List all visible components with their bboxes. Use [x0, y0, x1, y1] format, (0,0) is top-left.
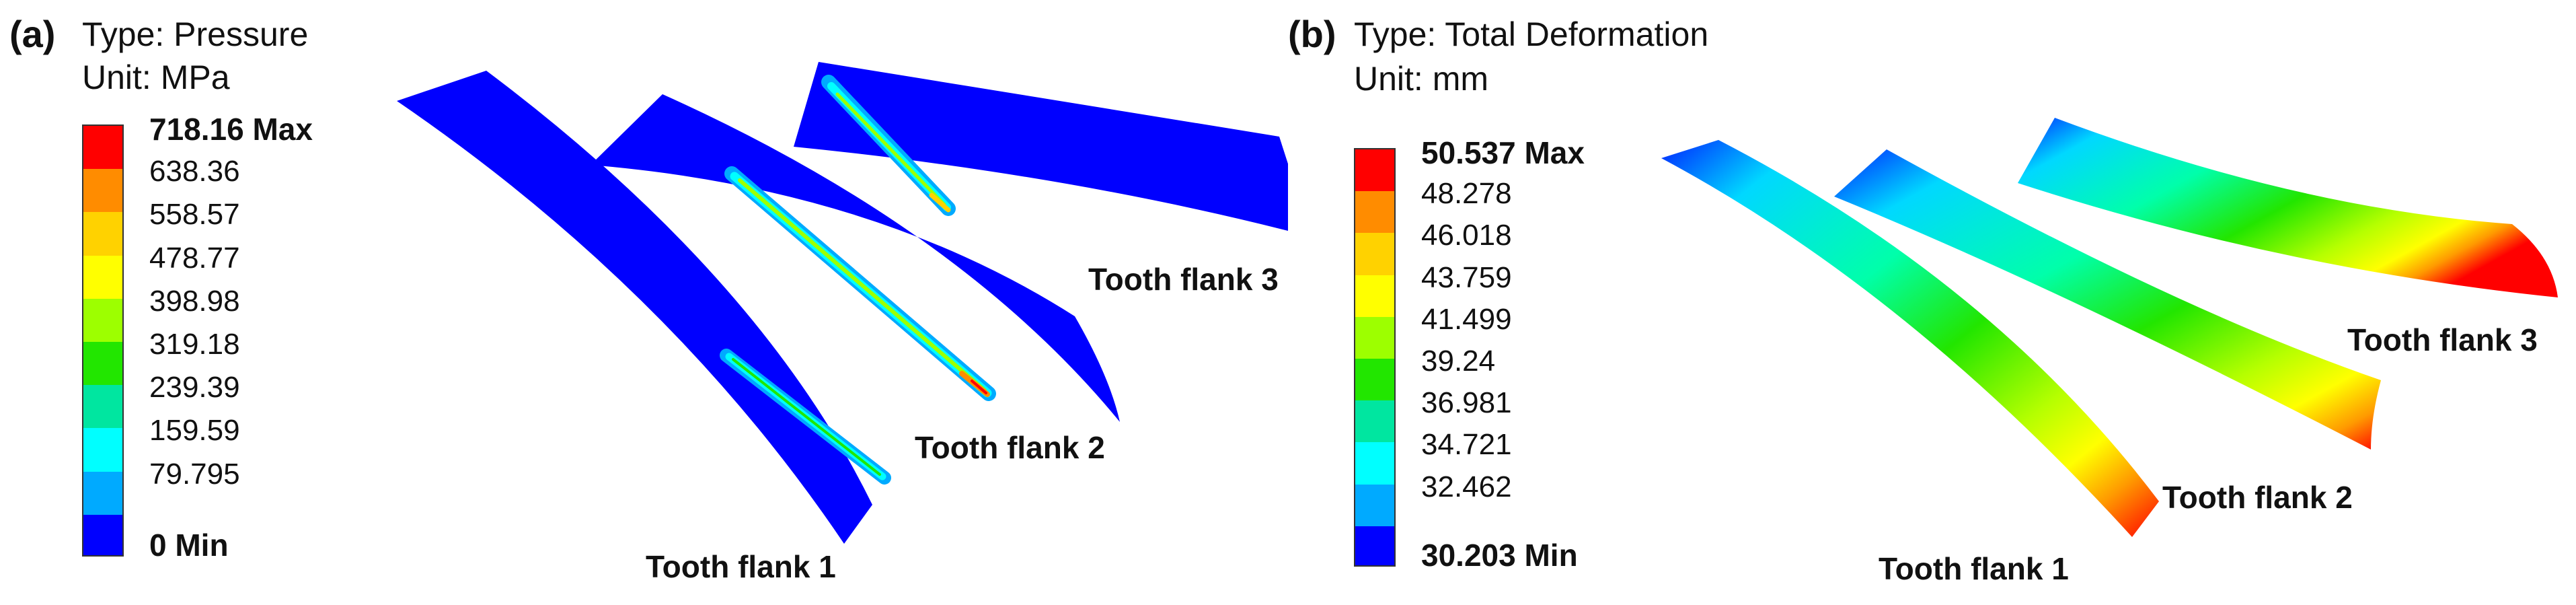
contact-stripe-flank-3: [821, 75, 956, 216]
tooth-flank-1-surface: [1661, 140, 2159, 537]
legend-swatch: [1355, 233, 1394, 275]
tooth-flank-1-label: Tooth flank 1: [1879, 551, 2069, 586]
color-legend-bar: [1354, 148, 1396, 567]
legend-swatch: [83, 169, 122, 213]
legend-label: 46.018: [1421, 219, 1512, 252]
legend-swatch: [83, 428, 122, 472]
contact-stripe-flank-1: [720, 349, 891, 485]
legend-label: 239.39: [149, 371, 240, 404]
tooth-flank-3-label: Tooth flank 3: [2347, 322, 2538, 357]
tooth-flank-1-label: Tooth flank 1: [646, 549, 836, 584]
deformation-panel: (b) Type: Total Deformation Unit: mm 50.…: [1288, 0, 2576, 605]
legend-label: 718.16 Max: [149, 112, 313, 147]
unit-label: Unit: MPa: [82, 59, 230, 96]
tooth-flank-3-surface: [794, 62, 1288, 231]
tooth-flank-3-surface: [2018, 118, 2558, 297]
legend-swatch: [1355, 400, 1394, 443]
legend-swatch: [1355, 275, 1394, 317]
legend-swatch: [1355, 149, 1394, 192]
legend-label: 39.24: [1421, 345, 1496, 378]
type-label: Type: Pressure: [82, 15, 309, 53]
legend-swatch: [1355, 526, 1394, 565]
panel-letter-a: (a): [9, 13, 56, 55]
legend-label: 0 Min: [149, 528, 229, 563]
legend-label: 41.499: [1421, 302, 1512, 336]
legend-label: 43.759: [1421, 260, 1512, 294]
deformation-contour-plot: [1661, 118, 2558, 537]
legend-label: 478.77: [149, 241, 240, 275]
legend-label: 159.59: [149, 414, 240, 448]
panel-letter-b: (b): [1288, 13, 1336, 55]
legend-swatch: [1355, 316, 1394, 359]
legend-label: 638.36: [149, 155, 240, 188]
tooth-flank-2-label: Tooth flank 2: [915, 430, 1105, 465]
tooth-flank-2-surface: [1834, 149, 2381, 450]
legend-label: 32.462: [1421, 470, 1512, 503]
legend-label: 319.18: [149, 328, 240, 361]
pressure-panel: (a) Type: Pressure Unit: MPa 718.16 Max 6…: [9, 13, 1288, 584]
legend-swatch: [1355, 484, 1394, 526]
pressure-contour-plot: [397, 62, 1288, 544]
legend-label: 34.721: [1421, 428, 1512, 462]
legend-label: 398.98: [149, 284, 240, 318]
legend-swatch: [83, 298, 122, 342]
legend-swatch: [1355, 358, 1394, 401]
legend-swatch: [1355, 191, 1394, 234]
legend-swatch: [83, 514, 122, 555]
legend-swatch: [83, 126, 122, 170]
legend-swatch: [1355, 442, 1394, 485]
legend-label: 50.537 Max: [1421, 135, 1585, 170]
legend-label: 30.203 Min: [1421, 538, 1578, 573]
tooth-flank-2-surface: [591, 94, 1120, 422]
legend-swatch: [83, 255, 122, 299]
type-label: Type: Total Deformation: [1354, 15, 1709, 53]
legend-swatch: [83, 385, 122, 429]
legend-label: 48.278: [1421, 177, 1512, 211]
tooth-flank-1-surface: [397, 71, 872, 544]
legend-swatch: [83, 212, 122, 256]
tooth-flank-2-label: Tooth flank 2: [2162, 480, 2353, 515]
contact-stripe-flank-2: [724, 166, 996, 401]
legend-label: 79.795: [149, 457, 240, 491]
legend-label: 558.57: [149, 198, 240, 232]
legend-swatch: [83, 471, 122, 515]
legend-swatch: [83, 341, 122, 386]
tooth-flank-3-label: Tooth flank 3: [1088, 262, 1279, 297]
color-legend-bar: [82, 124, 124, 557]
legend-label: 36.981: [1421, 386, 1512, 420]
unit-label: Unit: mm: [1354, 60, 1488, 98]
